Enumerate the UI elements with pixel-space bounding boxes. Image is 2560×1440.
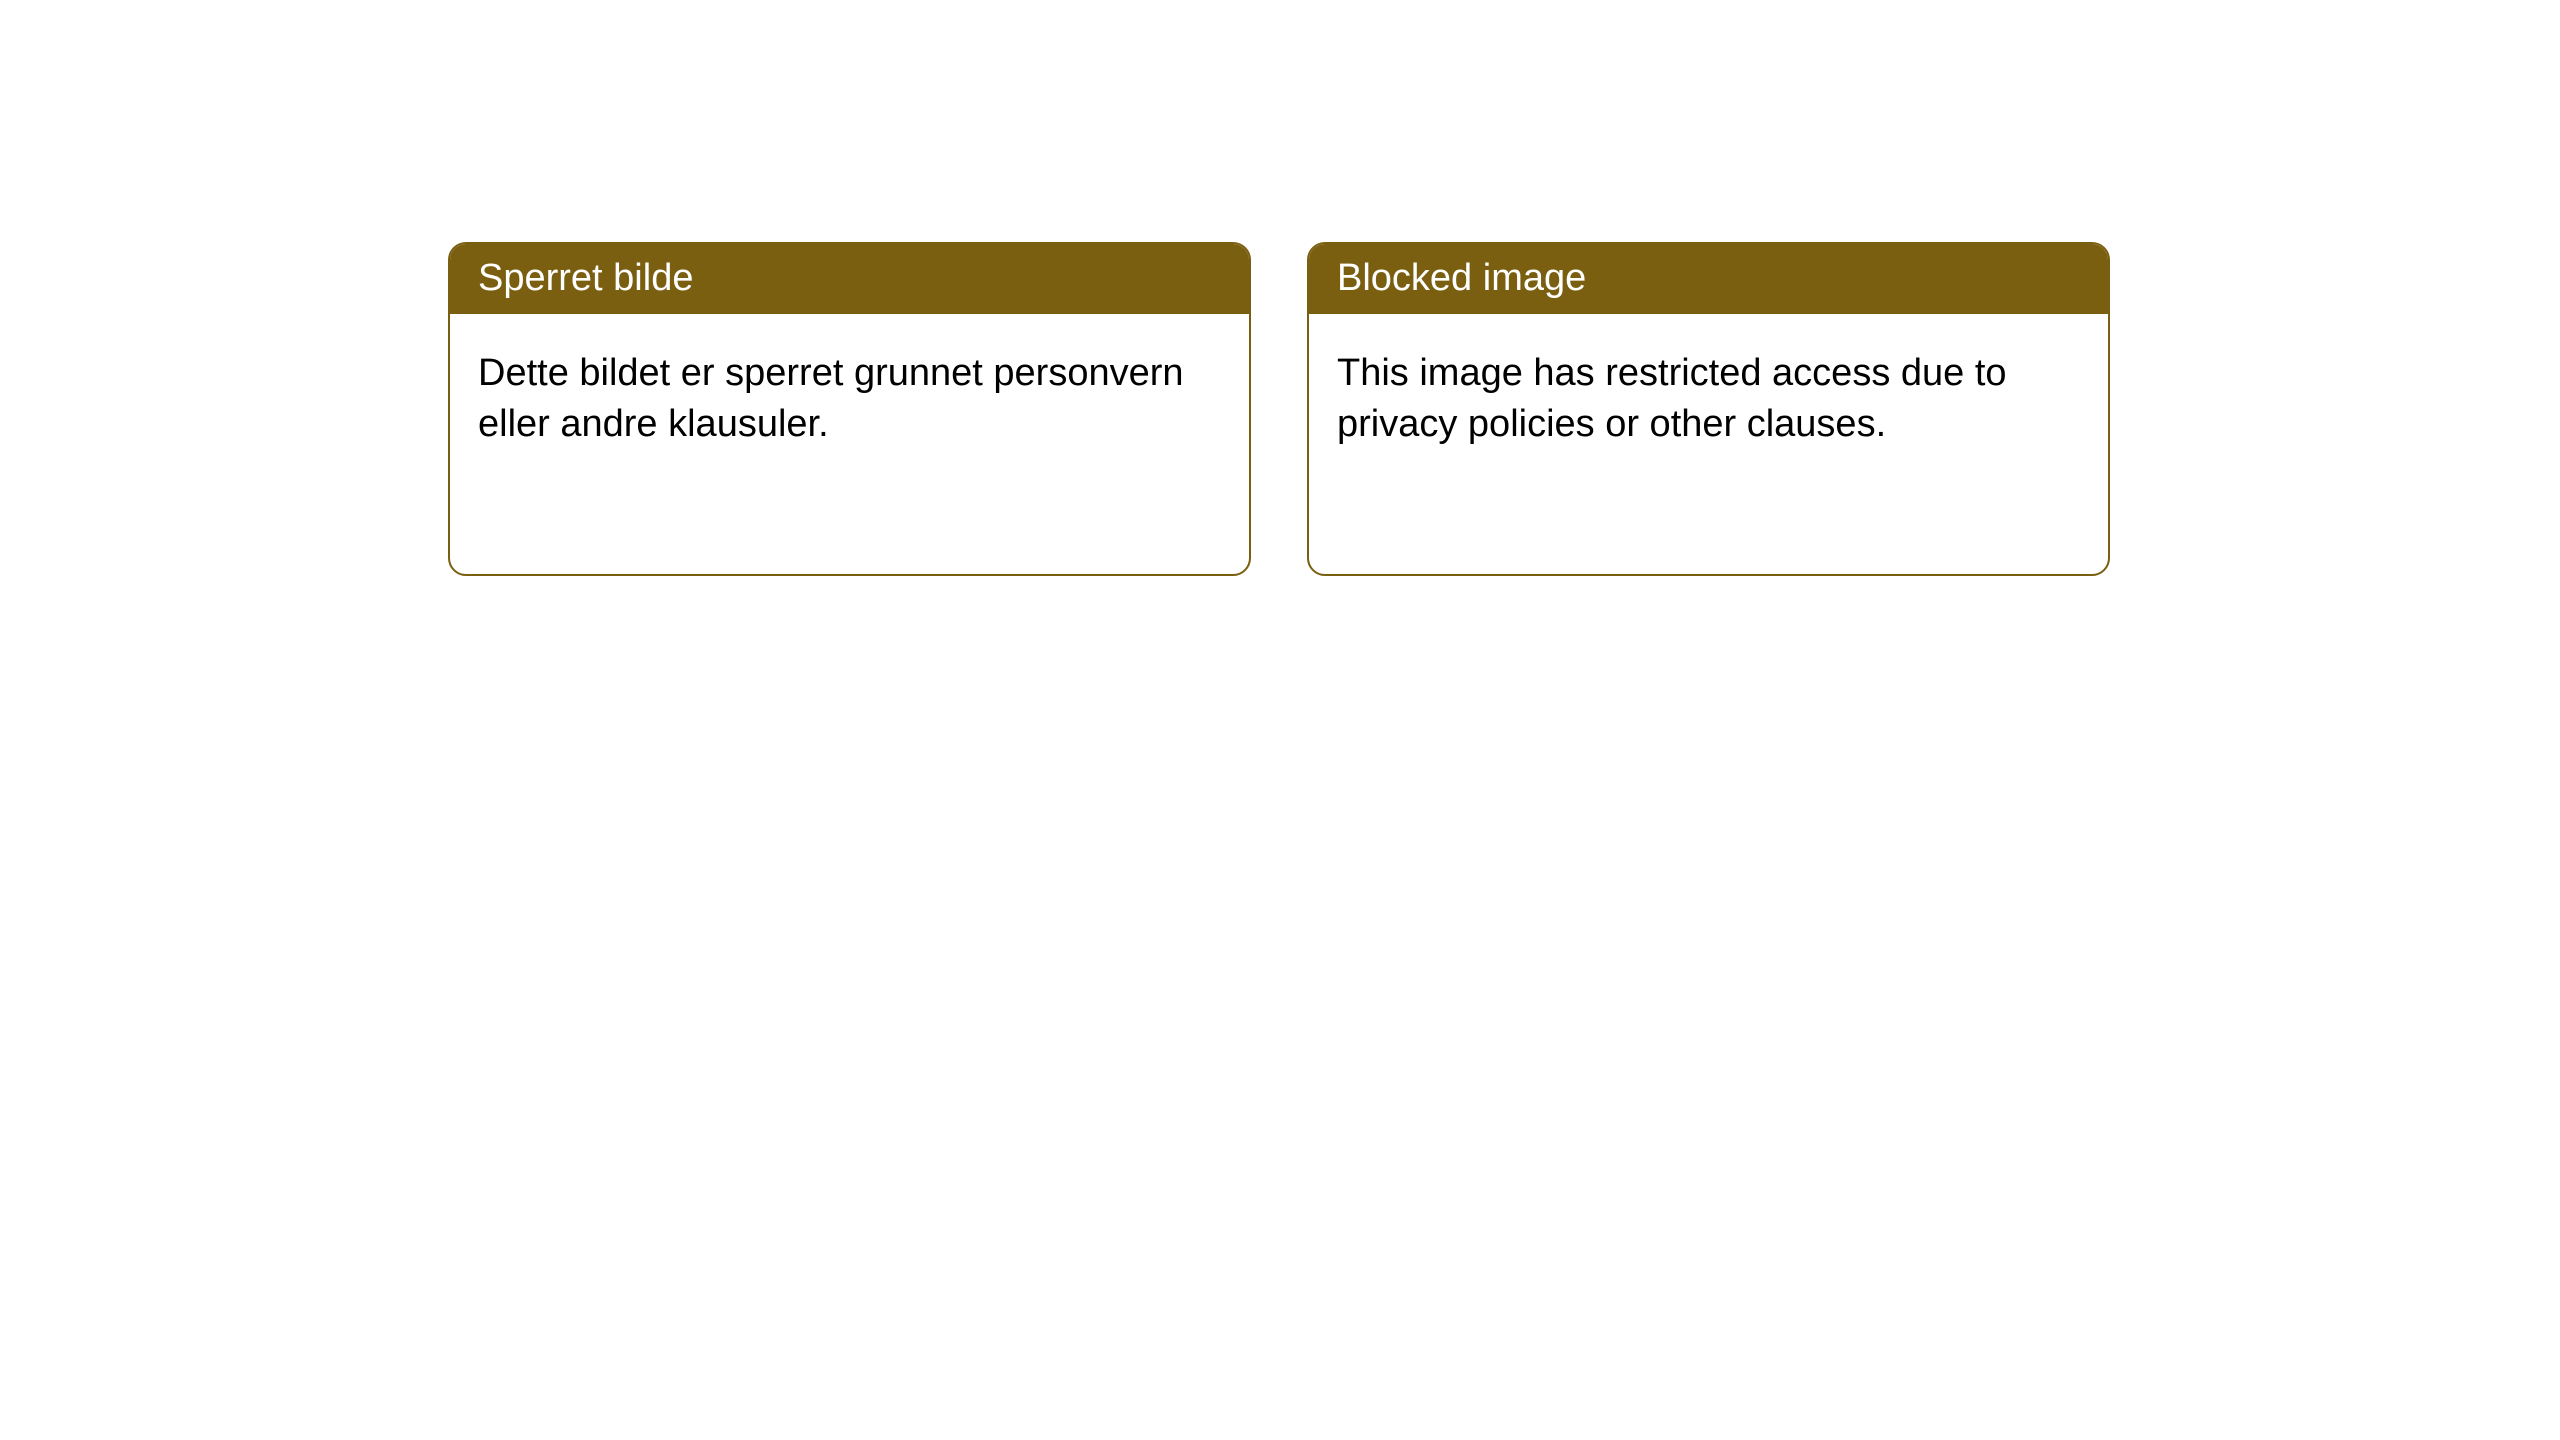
notice-card-english: Blocked image This image has restricted …: [1307, 242, 2110, 576]
notice-body: This image has restricted access due to …: [1309, 314, 2108, 485]
notice-title: Sperret bilde: [450, 244, 1249, 314]
notice-body: Dette bildet er sperret grunnet personve…: [450, 314, 1249, 485]
notice-container: Sperret bilde Dette bildet er sperret gr…: [0, 0, 2560, 576]
notice-title: Blocked image: [1309, 244, 2108, 314]
notice-card-norwegian: Sperret bilde Dette bildet er sperret gr…: [448, 242, 1251, 576]
